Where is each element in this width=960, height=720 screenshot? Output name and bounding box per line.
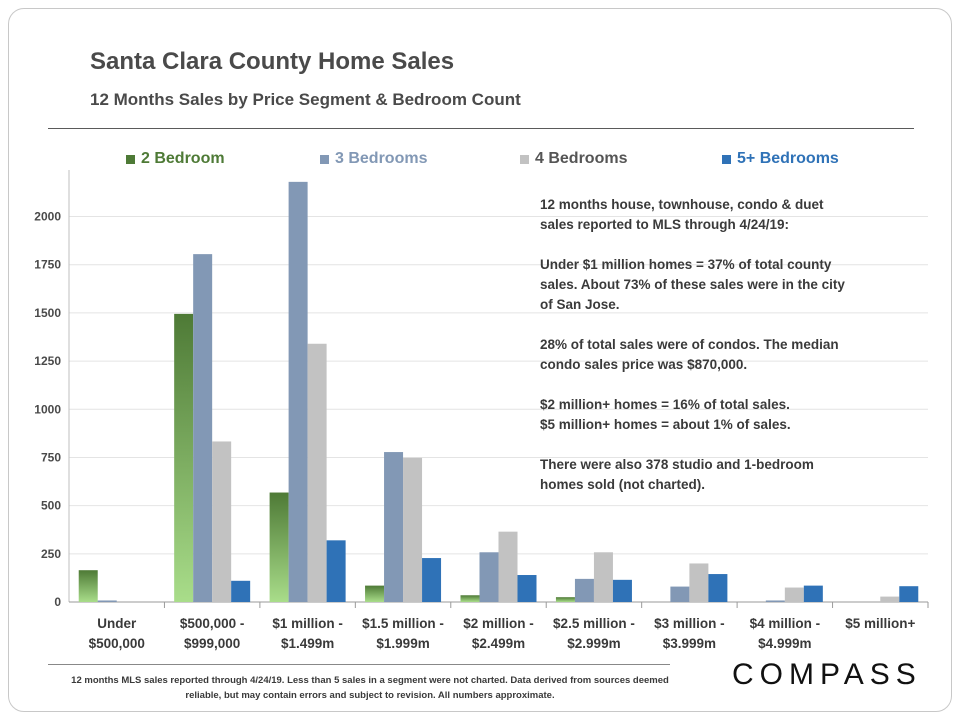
x-tick-label: $2.5 million - bbox=[553, 616, 635, 631]
bar-5-plus-bedrooms bbox=[422, 558, 442, 602]
bar-3-bedrooms bbox=[765, 600, 785, 602]
legend-label-4-bedrooms: 4 Bedrooms bbox=[535, 150, 628, 167]
bar-4-bedrooms bbox=[212, 441, 232, 602]
bar-5-plus-bedrooms bbox=[231, 580, 251, 602]
x-tick-label: $5 million+ bbox=[845, 616, 915, 631]
bar-5-plus-bedrooms bbox=[612, 579, 632, 602]
x-tick-label: $4 million - bbox=[750, 616, 821, 631]
x-tick-label: $500,000 bbox=[89, 636, 145, 651]
x-tick-label: $3.999m bbox=[663, 636, 716, 651]
bar-5-plus-bedrooms bbox=[326, 540, 346, 602]
legend-swatch-4-bedrooms bbox=[520, 154, 529, 164]
legend-item-4-bedrooms: 4 Bedrooms bbox=[520, 150, 627, 168]
x-tick-label: $999,000 bbox=[184, 636, 240, 651]
note-intro: 12 months house, townhouse, condo & duet… bbox=[540, 197, 824, 232]
y-tick-label: 250 bbox=[41, 547, 61, 561]
bar-4-bedrooms bbox=[880, 596, 900, 602]
y-tick-label: 1250 bbox=[34, 354, 61, 368]
bar-2-bedroom bbox=[269, 492, 289, 602]
title-divider bbox=[48, 128, 914, 129]
bar-2-bedroom bbox=[174, 313, 194, 602]
y-tick-label: 750 bbox=[41, 450, 61, 464]
x-tick-label: $4.999m bbox=[758, 636, 811, 651]
bar-5-plus-bedrooms bbox=[708, 574, 728, 602]
footer-divider bbox=[48, 664, 670, 665]
bar-2-bedroom bbox=[365, 585, 385, 602]
y-tick-label: 500 bbox=[41, 499, 61, 513]
bar-3-bedrooms bbox=[97, 600, 117, 602]
note-condos: 28% of total sales were of condos. The m… bbox=[540, 337, 839, 372]
legend-swatch-2-bedroom bbox=[126, 154, 135, 164]
bar-3-bedrooms bbox=[574, 578, 594, 602]
y-tick-label: 1750 bbox=[34, 258, 61, 272]
footer-disclaimer: 12 months MLS sales reported through 4/2… bbox=[71, 675, 669, 701]
y-tick-label: 2000 bbox=[34, 210, 61, 224]
bar-4-bedrooms bbox=[784, 587, 804, 602]
bar-4-bedrooms bbox=[307, 343, 327, 602]
x-tick-label: $1 million - bbox=[272, 616, 343, 631]
bar-5-plus-bedrooms bbox=[899, 586, 919, 602]
compass-logo: COMPASS bbox=[732, 658, 922, 691]
annotation-box: 12 months house, townhouse, condo & duet… bbox=[540, 195, 860, 515]
legend-label-2-bedroom: 2 Bedroom bbox=[141, 150, 225, 167]
bar-5-plus-bedrooms bbox=[803, 585, 823, 602]
legend-swatch-5-plus-bedrooms bbox=[722, 154, 731, 164]
bar-4-bedrooms bbox=[498, 531, 518, 602]
bar-4-bedrooms bbox=[689, 563, 709, 602]
bar-3-bedrooms bbox=[670, 586, 690, 602]
bar-2-bedroom bbox=[460, 595, 480, 602]
x-tick-label: $500,000 - bbox=[180, 616, 245, 631]
x-tick-label: $3 million - bbox=[654, 616, 725, 631]
note-studios: There were also 378 studio and 1-bedroom… bbox=[540, 457, 814, 492]
bar-3-bedrooms bbox=[479, 552, 499, 602]
slide-frame bbox=[8, 8, 952, 712]
legend-item-5-plus-bedrooms: 5+ Bedrooms bbox=[722, 150, 839, 168]
bar-2-bedroom bbox=[555, 597, 575, 602]
note-2m-plus: $2 million+ homes = 16% of total sales. bbox=[540, 397, 790, 412]
x-tick-label: $1.499m bbox=[281, 636, 334, 651]
bar-2-bedroom bbox=[78, 570, 98, 602]
bar-4-bedrooms bbox=[403, 457, 423, 602]
x-tick-label: $1.999m bbox=[376, 636, 429, 651]
note-under-1m: Under $1 million homes = 37% of total co… bbox=[540, 257, 845, 312]
note-5m-plus: $5 million+ homes = about 1% of sales. bbox=[540, 417, 791, 432]
bar-3-bedrooms bbox=[193, 254, 213, 603]
legend-item-2-bedroom: 2 Bedroom bbox=[126, 150, 225, 168]
legend-item-3-bedrooms: 3 Bedrooms bbox=[320, 150, 427, 168]
chart-title: Santa Clara County Home Sales bbox=[90, 48, 455, 75]
y-tick-label: 1500 bbox=[34, 306, 61, 320]
x-tick-label: $2.499m bbox=[472, 636, 525, 651]
y-tick-label: 1000 bbox=[34, 402, 61, 416]
bar-3-bedrooms bbox=[384, 452, 404, 602]
chart-subtitle: 12 Months Sales by Price Segment & Bedro… bbox=[90, 90, 521, 109]
x-tick-label: $1.5 million - bbox=[362, 616, 444, 631]
legend-label-3-bedrooms: 3 Bedrooms bbox=[335, 150, 428, 167]
bar-4-bedrooms bbox=[593, 552, 613, 602]
x-tick-label: Under bbox=[97, 616, 137, 631]
bar-3-bedrooms bbox=[288, 181, 308, 602]
legend-swatch-3-bedrooms bbox=[320, 154, 329, 164]
x-tick-label: $2 million - bbox=[463, 616, 534, 631]
legend-label-5-plus-bedrooms: 5+ Bedrooms bbox=[737, 150, 839, 167]
y-tick-label: 0 bbox=[54, 595, 61, 609]
x-tick-label: $2.999m bbox=[567, 636, 620, 651]
bar-5-plus-bedrooms bbox=[517, 575, 537, 602]
